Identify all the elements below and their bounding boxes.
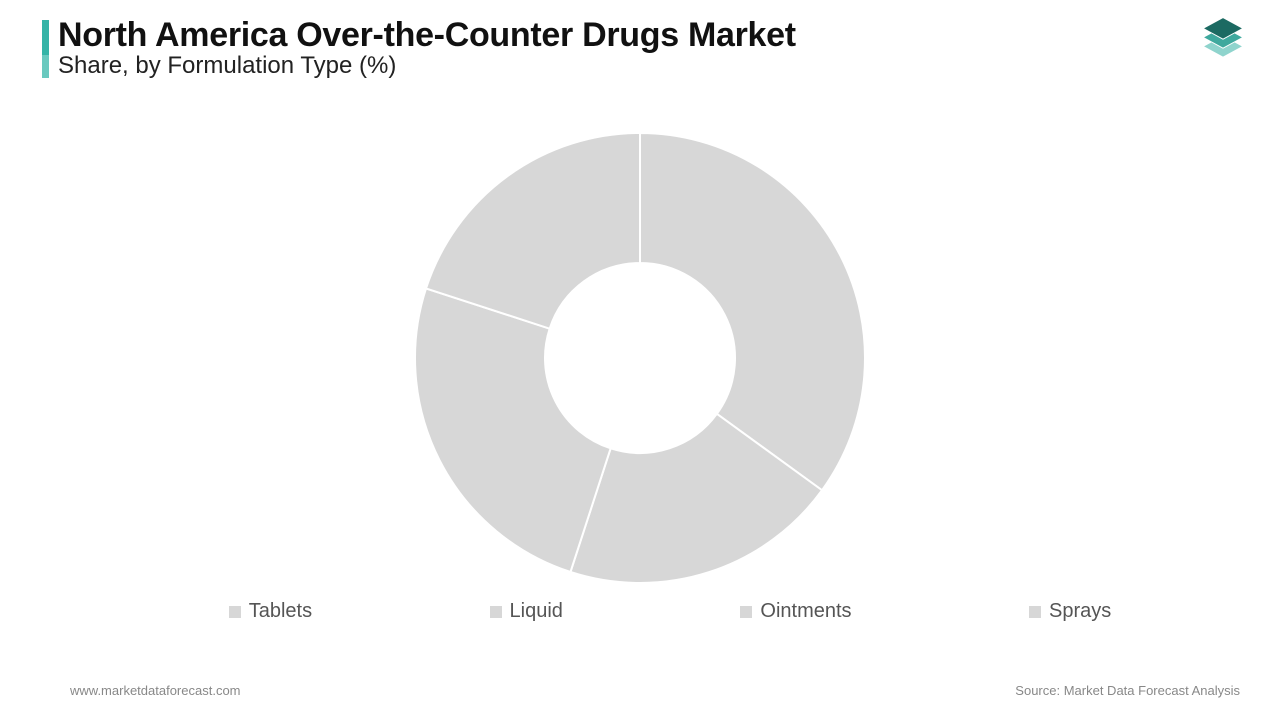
chart-legend: Tablets Liquid Ointments Sprays bbox=[140, 600, 1200, 623]
legend-item: Tablets bbox=[229, 600, 312, 623]
legend-swatch-icon bbox=[740, 606, 752, 618]
donut-chart bbox=[0, 128, 1280, 588]
legend-swatch-icon bbox=[1029, 606, 1041, 618]
chart-title: North America Over-the-Counter Drugs Mar… bbox=[58, 18, 796, 54]
legend-item: Sprays bbox=[1029, 600, 1111, 623]
chart-subtitle: Share, by Formulation Type (%) bbox=[58, 52, 796, 80]
legend-label: Sprays bbox=[1049, 600, 1111, 623]
footer-website: www.marketdataforecast.com bbox=[70, 683, 241, 698]
donut-chart-svg bbox=[410, 128, 870, 588]
legend-item: Liquid bbox=[490, 600, 563, 623]
page: North America Over-the-Counter Drugs Mar… bbox=[0, 0, 1280, 720]
legend-label: Ointments bbox=[760, 600, 851, 623]
legend-swatch-icon bbox=[229, 606, 241, 618]
legend-swatch-icon bbox=[490, 606, 502, 618]
legend-label: Tablets bbox=[249, 600, 312, 623]
title-block: North America Over-the-Counter Drugs Mar… bbox=[58, 18, 796, 80]
legend-label: Liquid bbox=[510, 600, 563, 623]
brand-logo-icon bbox=[1196, 14, 1250, 68]
title-accent-bar bbox=[42, 20, 49, 78]
legend-item: Ointments bbox=[740, 600, 851, 623]
layers-icon bbox=[1196, 14, 1250, 68]
footer-source: Source: Market Data Forecast Analysis bbox=[1015, 683, 1240, 698]
